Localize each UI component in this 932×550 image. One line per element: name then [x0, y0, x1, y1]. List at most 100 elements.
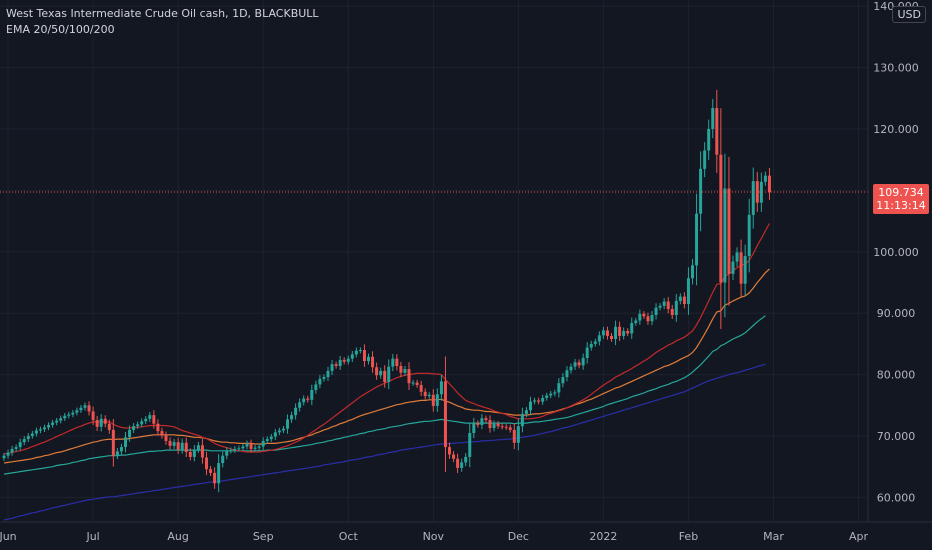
candle-body: [314, 384, 318, 390]
candle-body: [306, 398, 310, 400]
candle-body: [452, 454, 456, 459]
x-tick-label: Aug: [167, 530, 188, 543]
candle-body: [662, 301, 666, 306]
candle-body: [334, 364, 338, 367]
candle-body: [225, 450, 229, 456]
symbol-title[interactable]: West Texas Intermediate Crude Oil cash, …: [6, 7, 319, 20]
candle-body: [111, 429, 115, 456]
candle-body: [241, 446, 245, 449]
candle-body: [492, 423, 496, 429]
candle-body: [196, 445, 200, 450]
candle-body: [512, 429, 516, 443]
ema200-line: [3, 363, 766, 521]
ema20-line: [3, 223, 770, 455]
candle-body: [618, 326, 622, 336]
candle-body: [610, 335, 613, 339]
candle-body: [650, 315, 654, 322]
currency-label[interactable]: USD: [892, 6, 926, 23]
candle-body: [160, 431, 164, 436]
candle-body: [144, 418, 148, 422]
candle-body: [399, 366, 403, 373]
candle-body: [34, 430, 38, 434]
candle-body: [674, 300, 678, 316]
candle-body: [59, 418, 63, 421]
candle-body: [298, 402, 302, 408]
candle-body: [682, 296, 686, 304]
candle-body: [395, 358, 399, 367]
candle-body: [577, 362, 581, 366]
candle-body: [217, 463, 221, 484]
candle-body: [670, 308, 674, 316]
candle-body: [124, 437, 127, 448]
candle-body: [152, 415, 156, 424]
candle-body: [581, 358, 585, 366]
candle-body: [338, 359, 342, 367]
x-tick-label: Nov: [423, 530, 445, 543]
bar-countdown: 11:13:14: [876, 199, 926, 212]
candle-body: [654, 307, 658, 316]
candle-body: [476, 423, 480, 425]
candle-body: [719, 154, 723, 283]
candle-body: [79, 407, 83, 411]
candle-body: [249, 443, 253, 449]
indicator-title[interactable]: EMA 20/50/100/200: [6, 23, 115, 36]
candle-body: [75, 410, 79, 413]
candle-body: [484, 418, 488, 421]
candle-body: [322, 377, 326, 379]
candle-body: [294, 407, 298, 416]
candle-body: [362, 350, 366, 362]
grid: [0, 0, 868, 522]
candle-body: [67, 414, 71, 416]
candle-body: [136, 424, 140, 427]
candle-body: [642, 313, 646, 317]
candle-body: [443, 381, 447, 448]
candle-body: [38, 429, 42, 431]
candle-body: [233, 448, 237, 451]
candle-body: [156, 423, 160, 432]
candle-body: [630, 323, 634, 334]
candle-body: [735, 252, 739, 262]
candle-body: [371, 356, 375, 368]
candle-body: [47, 424, 51, 428]
candle-body: [439, 381, 443, 395]
ema50-line: [3, 268, 770, 464]
candle-body: [200, 445, 204, 458]
candle-body: [658, 305, 662, 308]
candle-body: [666, 301, 670, 309]
candle-body: [281, 428, 285, 431]
candle-body: [213, 472, 217, 484]
x-tick-label: Dec: [508, 530, 529, 543]
candle-body: [589, 343, 593, 348]
candle-body: [387, 366, 391, 382]
candle-body: [695, 213, 699, 266]
candle-body: [103, 418, 107, 424]
candle-body: [55, 420, 59, 423]
candle-body: [585, 347, 589, 359]
x-tick-label: Apr: [849, 530, 869, 543]
candle-body: [188, 451, 192, 457]
candle-body: [273, 432, 277, 437]
candle-body: [460, 462, 464, 468]
candle-body: [496, 423, 500, 427]
candle-body: [561, 377, 565, 384]
candle-body: [265, 439, 269, 441]
candle-body: [83, 405, 87, 408]
time-axis-background[interactable]: [0, 522, 932, 550]
candle-body: [419, 385, 423, 392]
price-axis-background[interactable]: [868, 0, 932, 522]
candle-body: [691, 265, 694, 279]
candle-body: [751, 181, 755, 215]
y-tick-label: 130.000: [873, 62, 919, 75]
candle-body: [269, 436, 273, 440]
candle-body: [767, 175, 771, 193]
y-tick-label: 120.000: [873, 123, 919, 136]
candle-body: [747, 214, 751, 257]
candle-body: [302, 398, 306, 403]
last-price-value: 109.734: [878, 186, 924, 199]
y-tick-label: 100.000: [873, 246, 919, 259]
candle-body: [407, 369, 411, 384]
ema100-line: [3, 315, 766, 475]
candle-body: [164, 435, 168, 441]
